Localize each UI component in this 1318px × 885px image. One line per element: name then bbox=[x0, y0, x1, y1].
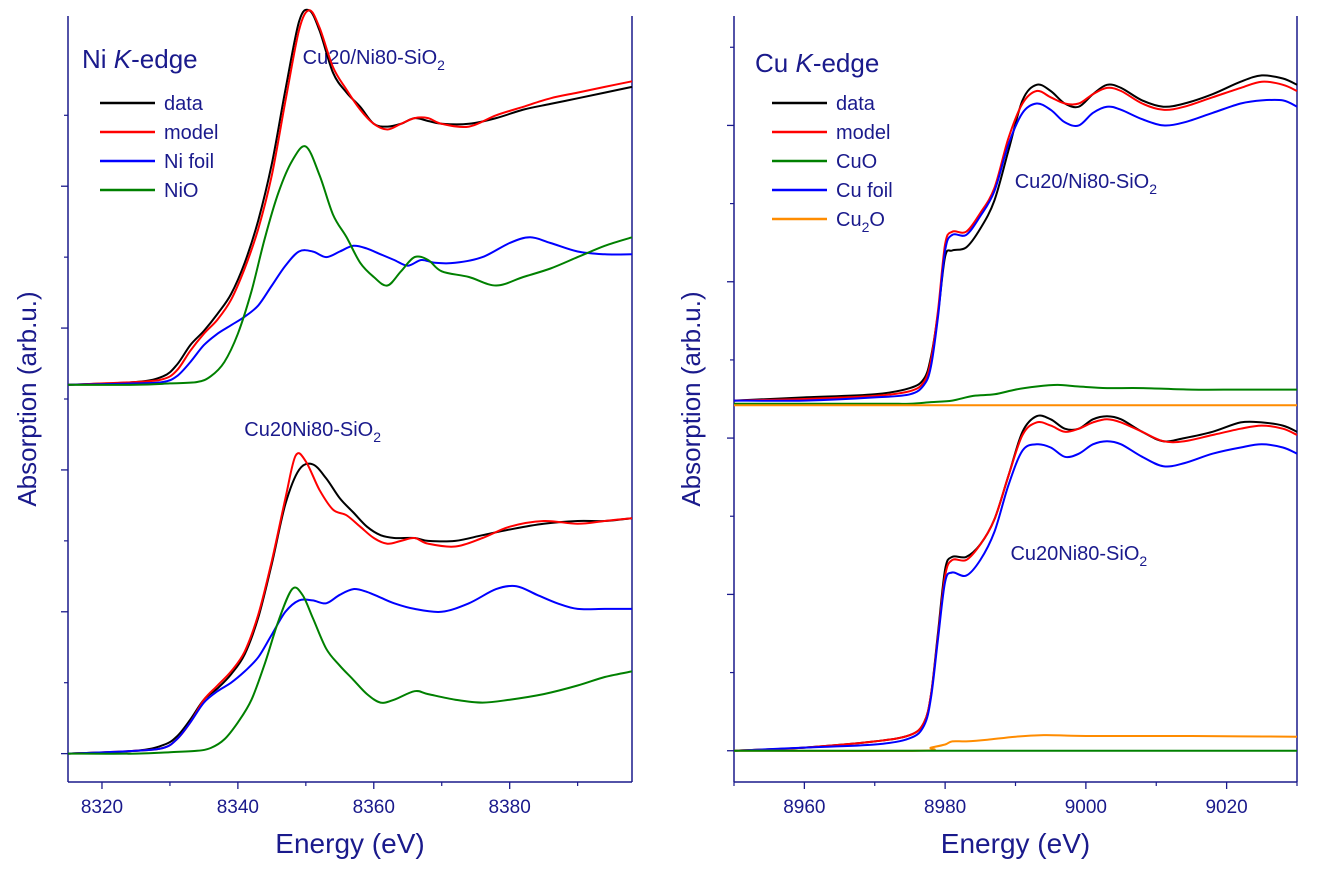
series-line-cu-foil bbox=[733, 440, 1298, 752]
y-axis-label: Absorption (arb.u.) bbox=[676, 291, 706, 506]
x-tick-label: 9000 bbox=[1065, 797, 1107, 818]
x-axis-label: Energy (eV) bbox=[941, 828, 1090, 859]
ni-kedge-panel: 8320 8340 8360 8380 Energy (eV) Absorption (a… bbox=[12, 8, 633, 859]
x-tick-label: 8360 bbox=[353, 797, 395, 818]
legend-label: Cu2O bbox=[836, 209, 885, 235]
sample-label: Cu20Ni80-SiO2 bbox=[1010, 543, 1147, 569]
series-line-model bbox=[67, 9, 633, 386]
y-axis-label: Absorption (arb.u.) bbox=[12, 291, 42, 506]
series-line-model bbox=[733, 80, 1298, 402]
series-line-ni-foil bbox=[67, 236, 633, 386]
panel-title: Cu K-edge bbox=[755, 48, 879, 78]
series-line-cu2o bbox=[733, 734, 1298, 752]
series-line-model bbox=[733, 418, 1298, 752]
legend-label: model bbox=[164, 122, 218, 144]
legend-label: NiO bbox=[164, 180, 198, 202]
x-tick-label: 8380 bbox=[489, 797, 531, 818]
legend-label: data bbox=[164, 93, 204, 115]
series-line-data bbox=[67, 8, 633, 386]
series-line-cu-foil bbox=[733, 98, 1298, 402]
legend-label: Cu foil bbox=[836, 180, 893, 202]
legend-label: Ni foil bbox=[164, 151, 214, 173]
x-axis-label: Energy (eV) bbox=[275, 828, 424, 859]
sample-label: Cu20Ni80-SiO2 bbox=[244, 419, 381, 445]
x-tick-label: 9020 bbox=[1205, 797, 1247, 818]
series-line-model bbox=[67, 452, 633, 755]
x-tick-label: 8980 bbox=[924, 797, 966, 818]
series-line-data bbox=[67, 462, 633, 755]
legend-label: model bbox=[836, 122, 890, 144]
sample-label: Cu20/Ni80-SiO2 bbox=[303, 47, 446, 73]
series-line-nio bbox=[67, 145, 633, 386]
legend-label: data bbox=[836, 93, 876, 115]
cu-kedge-panel: 8960 8980 9000 9020 Energy (eV) Absorption (a… bbox=[676, 16, 1298, 859]
x-tick-label: 8320 bbox=[81, 797, 123, 818]
series-line-nio bbox=[67, 586, 633, 755]
x-tick-label: 8340 bbox=[217, 797, 259, 818]
panel-title: Ni K-edge bbox=[82, 44, 198, 74]
legend-label: CuO bbox=[836, 151, 877, 173]
series-line-ni-foil bbox=[67, 584, 632, 755]
x-tick-label: 8960 bbox=[783, 797, 825, 818]
sample-label: Cu20/Ni80-SiO2 bbox=[1015, 171, 1158, 197]
series-line-cuo bbox=[733, 383, 1297, 405]
